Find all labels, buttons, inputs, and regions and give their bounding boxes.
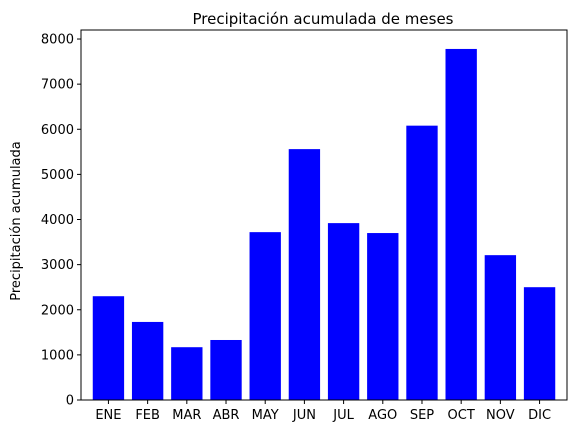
x-tick-label: MAY: [252, 408, 279, 423]
bar-jun: [288, 149, 321, 400]
x-tick-label: NOV: [486, 408, 515, 423]
y-tick-label: 8000: [41, 33, 74, 48]
y-tick-label: 2000: [41, 303, 74, 318]
x-tick-label: DIC: [528, 408, 551, 423]
bar-ene: [92, 296, 125, 400]
x-axis-ticks: ENE FEB MAR ABR MAY JUN JUL AGO SEP OCT NOV DIC: [95, 400, 551, 423]
y-tick-label: 4000: [41, 213, 74, 228]
bars-group: [92, 48, 556, 400]
x-tick-label: JUN: [292, 408, 316, 423]
y-tick-label: 6000: [41, 123, 74, 138]
bar-nov: [484, 255, 517, 400]
bar-may: [249, 232, 281, 400]
bar-ago: [367, 233, 399, 400]
y-tick-label: 7000: [41, 78, 74, 93]
bar-feb: [131, 321, 164, 400]
bar-jul: [327, 223, 360, 400]
bar-dic: [523, 287, 556, 400]
x-tick-label: AGO: [368, 408, 397, 423]
x-tick-label: ENE: [95, 408, 121, 423]
chart-title: Precipitación acumulada de meses: [192, 10, 453, 28]
x-tick-label: ABR: [213, 408, 240, 423]
bar-abr: [210, 339, 242, 400]
y-tick-label: 0: [66, 394, 74, 409]
y-tick-label: 3000: [41, 258, 74, 273]
plot-frame: [80, 29, 568, 401]
x-tick-label: JUL: [332, 408, 354, 423]
x-tick-label: MAR: [172, 408, 201, 423]
x-tick-label: OCT: [448, 408, 475, 423]
x-tick-label: FEB: [135, 408, 160, 423]
bar-oct: [445, 48, 477, 400]
y-tick-label: 1000: [41, 348, 74, 363]
bar-sep: [406, 125, 438, 400]
y-tick-label: 5000: [41, 168, 74, 183]
y-axis-ticks: 0 1000 2000 3000 4000 5000 6000 7000 8000: [41, 33, 81, 409]
y-axis-label: Precipitación acumulada: [9, 141, 24, 301]
x-tick-label: SEP: [410, 408, 434, 423]
bar-mar: [171, 347, 203, 400]
